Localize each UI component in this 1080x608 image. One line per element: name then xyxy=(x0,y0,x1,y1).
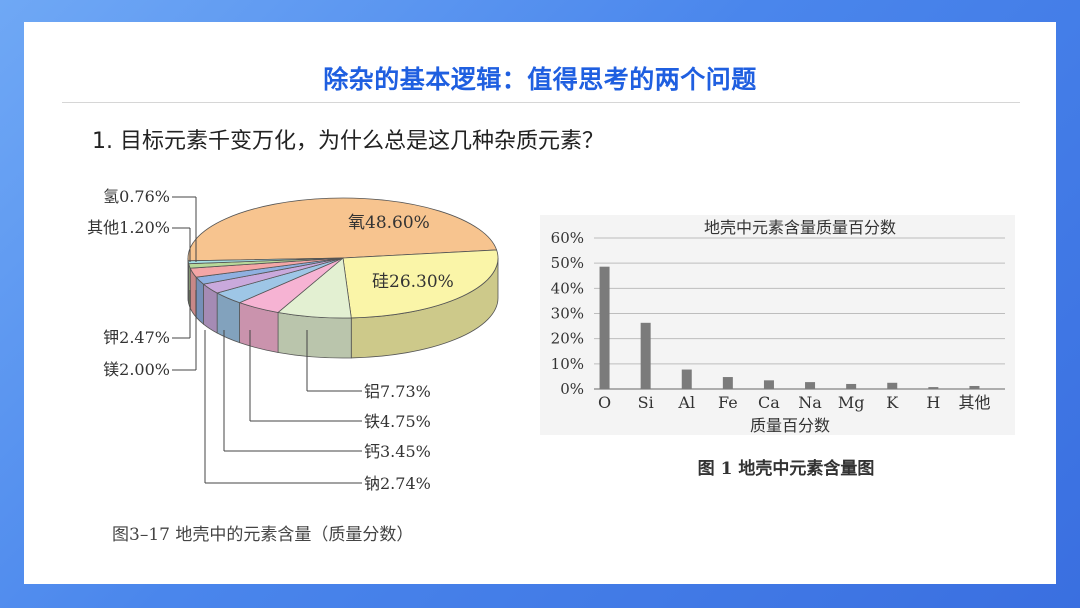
bar-ytick-0: 0% xyxy=(560,380,584,398)
bar-Mg xyxy=(846,383,857,389)
bar-ytick-3: 30% xyxy=(551,305,584,323)
pie-label-hydrogen: 氢0.76% xyxy=(103,187,170,206)
bar-xtick-5: Na xyxy=(798,393,822,412)
bar-xlabel: 质量百分数 xyxy=(750,416,830,435)
pie-label-potassium: 钾2.47% xyxy=(103,328,170,347)
pie-label-calcium: 钙3.45% xyxy=(364,442,431,461)
bar-Al xyxy=(681,369,692,389)
pie-label-sodium: 钠2.74% xyxy=(364,474,431,493)
title-divider xyxy=(62,102,1020,103)
bar-K xyxy=(887,382,898,389)
pie-label-silicon: 硅26.30% xyxy=(372,272,454,292)
bar-ytick-6: 60% xyxy=(551,229,584,247)
bar-ytick-1: 10% xyxy=(551,355,584,373)
pie-slice-1 xyxy=(342,249,499,319)
pie-side-2 xyxy=(277,312,352,359)
bar-xtick-0: O xyxy=(598,393,611,412)
pie-slice-0 xyxy=(187,197,498,262)
pie-label-oxygen: 氧48.60% xyxy=(348,213,430,233)
pie-side-6 xyxy=(195,276,204,325)
bar-chart-title: 地壳中元素含量质量百分数 xyxy=(704,218,896,237)
pie-label-other: 其他1.20% xyxy=(87,218,170,237)
bar-caption: 图 1 地壳中元素含量图 xyxy=(698,458,875,479)
bar-Ca xyxy=(763,380,774,389)
bar-xtick-4: Ca xyxy=(758,393,780,412)
pie-label-iron: 铁4.75% xyxy=(364,412,431,431)
bar-xtick-8: H xyxy=(926,393,940,412)
pie-caption: 图3–17 地壳中的元素含量（质量分数） xyxy=(112,525,413,545)
bar-ytick-4: 40% xyxy=(551,279,584,297)
pie-label-aluminum: 铝7.73% xyxy=(364,382,431,401)
bar-Fe xyxy=(722,377,733,389)
bar-chart-panel xyxy=(540,215,1015,435)
bar-xtick-7: K xyxy=(886,393,899,412)
bar-H xyxy=(928,387,939,389)
bar-ytick-5: 50% xyxy=(551,254,584,272)
bar-xtick-1: Si xyxy=(638,393,654,412)
pie-slice-9 xyxy=(187,257,344,265)
bar-xtick-9: 其他 xyxy=(958,393,990,412)
slide-title: 除杂的基本逻辑：值得思考的两个问题 xyxy=(323,65,757,94)
bar-Na xyxy=(805,382,816,389)
pie-side-9 xyxy=(187,260,190,304)
bar-xtick-6: Mg xyxy=(838,393,865,412)
bar-xtick-3: Fe xyxy=(718,393,738,412)
bar-ytick-2: 20% xyxy=(551,330,584,348)
bar-O xyxy=(599,266,610,389)
question-text: 1. 目标元素千变万化，为什么总是这几种杂质元素？ xyxy=(92,129,604,154)
bar-Si xyxy=(640,322,651,389)
bar-xtick-2: Al xyxy=(677,393,695,412)
bar-其他 xyxy=(969,385,980,389)
pie-label-magnesium: 镁2.00% xyxy=(103,360,170,379)
